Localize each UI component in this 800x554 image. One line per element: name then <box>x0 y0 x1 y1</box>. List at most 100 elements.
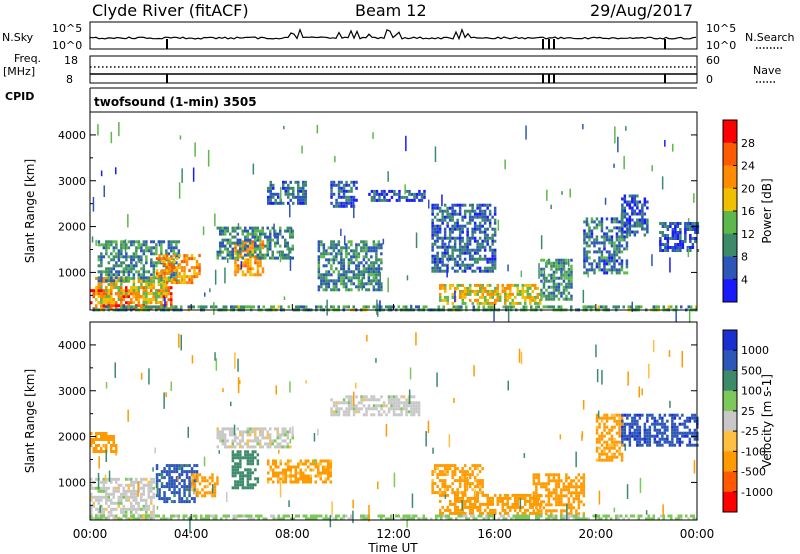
power-cell <box>524 289 527 293</box>
power-cell <box>468 218 472 222</box>
velocity-cell <box>165 497 169 501</box>
power-cell <box>362 243 366 247</box>
velocity-cell <box>550 512 553 516</box>
power-cell <box>213 302 215 315</box>
power-cell <box>261 226 264 230</box>
power-cell <box>388 189 391 193</box>
velocity-cell <box>380 395 383 399</box>
velocity-cell <box>251 483 255 487</box>
velocity-cell <box>458 476 462 480</box>
velocity-cell <box>299 474 302 478</box>
velocity-cell <box>142 483 145 487</box>
velocity-cell <box>542 485 546 489</box>
velocity-cell <box>580 476 583 480</box>
velocity-cell <box>608 437 611 441</box>
velocity-cell <box>491 496 494 500</box>
velocity-cell <box>355 407 358 411</box>
velocity-cell <box>247 517 250 521</box>
velocity-cell <box>115 480 118 484</box>
power-cell <box>249 246 252 250</box>
power-cell <box>327 270 331 274</box>
power-cell <box>618 268 621 272</box>
velocity-cell <box>621 425 624 429</box>
power-cell <box>643 197 647 201</box>
velocity-cell <box>535 491 538 495</box>
velocity-cell <box>555 479 558 483</box>
power-cell <box>345 204 348 208</box>
velocity-cell <box>249 483 252 487</box>
velocity-cell <box>100 514 103 518</box>
power-cell <box>463 224 467 228</box>
power-cell <box>135 252 138 256</box>
power-cell <box>623 247 626 251</box>
velocity-cell <box>448 485 452 489</box>
ytick-label: 4000 <box>58 129 86 142</box>
power-cell <box>345 273 348 277</box>
power-cell <box>560 264 563 268</box>
power-cell <box>163 257 166 261</box>
power-cell <box>289 235 292 239</box>
velocity-cell <box>125 489 128 493</box>
velocity-cell <box>628 434 632 438</box>
power-cell <box>150 264 153 268</box>
velocity-cell <box>198 473 202 477</box>
power-cell <box>140 304 143 308</box>
power-cell <box>107 243 111 247</box>
power-cell <box>249 232 252 236</box>
power-cell <box>620 265 624 269</box>
velocity-cell <box>211 476 214 480</box>
power-cell <box>137 298 141 301</box>
power-cell <box>526 292 529 296</box>
power-cell <box>259 247 262 251</box>
power-cell <box>362 255 366 259</box>
velocity-cell <box>355 404 358 408</box>
power-cell <box>659 246 662 249</box>
velocity-cell <box>405 404 408 408</box>
velocity-cell <box>439 493 442 497</box>
power-cell <box>332 192 336 196</box>
power-cell <box>486 218 489 222</box>
velocity-cell <box>555 494 558 498</box>
power-cell <box>633 209 637 213</box>
velocity-cell <box>105 432 108 435</box>
velocity-cell <box>130 507 133 511</box>
velocity-cell <box>535 473 538 477</box>
velocity-cell <box>185 464 189 468</box>
power-cell <box>621 215 624 219</box>
velocity-cell <box>147 504 150 508</box>
velocity-cell <box>387 395 391 399</box>
velocity-cell <box>190 470 194 474</box>
velocity-cell <box>443 473 447 477</box>
velocity-cell <box>312 514 315 518</box>
power-cell <box>214 269 217 285</box>
power-cell <box>684 231 687 234</box>
velocity-cell <box>506 496 509 500</box>
power-cell <box>636 200 639 204</box>
velocity-cell <box>297 465 300 469</box>
velocity-cell <box>130 477 133 481</box>
power-cell <box>162 295 165 299</box>
velocity-cell <box>555 509 558 513</box>
velocity-cell <box>324 480 327 484</box>
power-cell <box>90 289 93 293</box>
power-cell <box>433 230 437 234</box>
velocity-cell <box>661 416 664 420</box>
velocity-cell <box>168 476 171 480</box>
power-cell <box>463 251 467 255</box>
power-cell <box>219 247 222 251</box>
velocity-cell <box>496 502 499 506</box>
velocity-cell <box>526 493 529 497</box>
power-cell <box>442 305 445 309</box>
velocity-cell <box>236 442 239 446</box>
velocity-cell <box>540 485 543 489</box>
power-cell <box>345 201 348 205</box>
power-cell <box>534 298 537 302</box>
power-cell <box>473 236 477 240</box>
power-cell <box>100 252 103 256</box>
power-cell <box>249 238 252 242</box>
power-cell <box>294 180 297 184</box>
power-cell <box>256 267 260 271</box>
power-cell <box>557 258 561 262</box>
power-cell <box>304 195 307 199</box>
velocity-cell <box>274 471 277 475</box>
